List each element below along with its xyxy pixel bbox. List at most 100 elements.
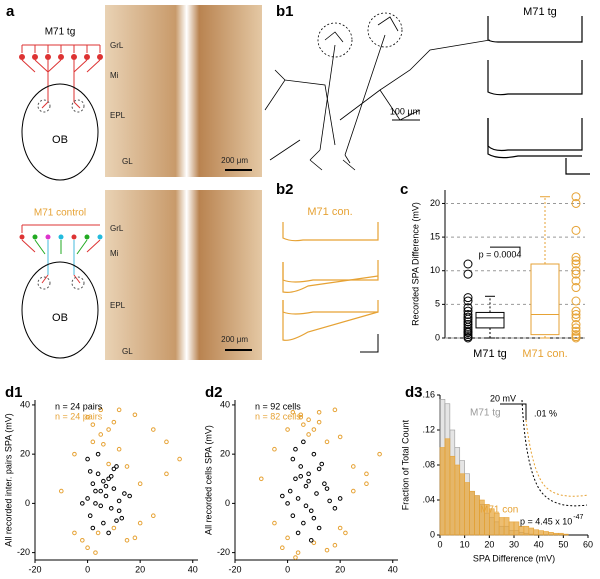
data-point [90,481,96,486]
neuron-reconstruction [264,12,491,171]
traces-title: M71 con. [307,206,352,218]
data-point [337,525,343,531]
data-point [463,320,473,330]
x-tick-label: 40 [534,539,544,549]
histogram-bar [449,455,456,536]
histogram-bar [444,438,451,536]
x-tick-label: 0 [85,564,90,574]
inset-scale-bar [500,403,527,420]
x-tick-label: 30 [509,539,519,549]
data-point [280,493,285,499]
y-tick-label: 20 [430,198,440,208]
x-tick-label: 40 [388,564,398,574]
data-point [101,520,106,526]
data-point [306,478,311,484]
data-point [106,476,111,482]
significance-bracket [490,246,521,256]
x-tick-label: 10 [460,539,470,549]
data-point [132,412,138,418]
data-point [463,259,473,269]
data-point [337,496,343,501]
glomeruli-diagram [19,44,103,113]
data-point [151,427,156,432]
data-point [571,320,581,330]
histogram-bar [538,530,544,536]
data-point [571,225,581,235]
x-axis-label: SPA Difference (mV) [473,553,555,563]
data-point [571,309,581,319]
histogram-bar [548,532,554,536]
histogram-bar [503,517,510,536]
data-point [332,407,338,413]
panel-label: c [400,181,408,198]
y-axis-label: Fraction of Total Count [400,419,410,510]
y-tick-label: 5 [435,299,440,309]
data-point [293,446,298,452]
histogram-bar [498,517,505,536]
data-point [377,451,382,457]
data-point [93,550,98,555]
y-axis-label: All recorded cells SPA (mV) [203,425,213,535]
layer-label: EPL [110,301,126,310]
layer-label: GrL [110,41,124,50]
scale-label: 200 μm [221,335,248,344]
olfactory-bulb [21,83,99,181]
histogram-bar [553,532,559,536]
data-point [295,496,301,501]
data-point [90,422,96,427]
diagram-title: M71 tg [45,27,76,38]
data-point [290,513,296,518]
micrograph [105,5,262,177]
x-tick-label: 20 [135,564,145,574]
x-tick-label: -20 [228,564,241,574]
data-point [80,538,85,543]
data-point [319,461,325,467]
data-point [111,525,117,531]
data-point [95,471,101,477]
x-tick-label: 0 [285,564,290,574]
y-axis-label: Recorded SPA Difference (mV) [410,202,420,326]
annotation: n = 24 pairs [55,401,103,411]
data-point [98,432,104,437]
data-point [95,530,101,536]
p-exponent: -47 [573,514,583,521]
layer-label: EPL [110,111,126,120]
y-tick-label: .16 [422,389,435,399]
data-point [72,451,77,457]
data-point [111,486,117,491]
data-point [106,461,111,467]
data-point [322,481,327,486]
data-point [287,488,293,494]
x-tick-label: 0 [437,539,442,549]
histogram-bar [459,473,465,536]
layer-label: Mi [110,71,119,80]
inset-scale-label: 20 mV [490,393,516,403]
data-point [272,446,277,452]
box [475,311,505,329]
y-tick-label: 15 [430,231,440,241]
data-point [306,471,311,477]
data-point [316,466,322,472]
y-tick-label: 40 [220,399,230,409]
data-point [324,547,330,553]
data-point [80,501,85,506]
box [530,263,560,336]
layer-label: Mi [110,249,119,258]
data-point [571,276,581,286]
y-tick-label: 10 [430,265,440,275]
voltage-traces [487,16,590,175]
data-point [306,432,311,437]
data-point [114,518,119,523]
x-tick-label: 20 [484,539,494,549]
data-point [463,296,473,306]
x-tick-label: 50 [558,539,568,549]
data-point [151,513,156,518]
data-point [98,488,104,494]
data-point [114,464,119,469]
data-point [295,550,301,555]
x-tick-label: 20 [335,564,345,574]
data-point [303,483,309,489]
histogram-bar [513,521,520,536]
layer-label: GL [122,347,133,356]
scale-label: 200 μm [221,156,248,165]
